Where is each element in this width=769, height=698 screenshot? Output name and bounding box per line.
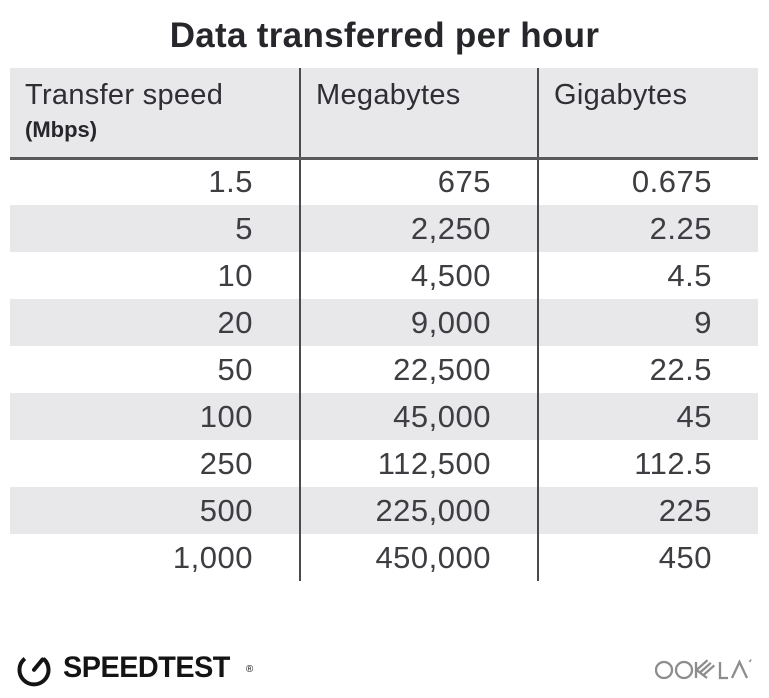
ookla-wordmark-icon [655,659,752,680]
cell-gigabytes: 112.5 [537,440,758,487]
table-row: 1,000 450,000 450 [10,534,758,581]
cell-transfer-speed: 5 [10,205,300,252]
cell-gigabytes: 4.5 [537,252,758,299]
col-header-label: Transfer speed [25,79,224,111]
cell-megabytes: 4,500 [299,252,538,299]
cell-transfer-speed: 1.5 [208,164,253,200]
cell-gigabytes: 0.675 [537,158,758,205]
ookla-logo: OOKLA [655,652,757,684]
cell-transfer-speed: 500 [10,487,300,534]
col-header-megabytes: Megabytes [299,68,538,160]
cell-megabytes: 112,500 [299,440,538,487]
cell-megabytes: 9,000 [299,299,538,346]
cell-transfer-speed: 250 [199,445,253,481]
cell-megabytes: 225,000 [299,487,538,534]
speedtest-gauge-icon [17,653,51,687]
cell-megabytes: 22,500 [299,346,538,393]
cell-gigabytes: 225 [537,487,758,534]
data-table: Transfer speed (Mbps) Megabytes Gigabyte… [10,68,758,581]
cell-transfer-speed: 50 [217,351,253,387]
col-header-gigabytes: Gigabytes [537,68,758,160]
cell-gigabytes: 9 [537,299,758,346]
table-row: 250 112,500 112.5 [10,440,758,487]
table-row: 20 9,000 9 [10,299,758,346]
col-header-label: Gigabytes [554,79,688,111]
speedtest-logo: SPEEDTEST ® [14,647,253,689]
col-header-label: Megabytes [316,79,461,111]
cell-transfer-speed: 10 [217,257,253,293]
cell-transfer-speed: 20 [10,299,300,346]
table-row: 50 22,500 22.5 [10,346,758,393]
speedtest-wordmark: SPEEDTEST [63,651,230,684]
col-header-unit: (Mbps) [25,117,98,142]
cell-gigabytes: 22.5 [537,346,758,393]
cell-megabytes: 45,000 [299,393,538,440]
registered-trademark-icon: ® [245,663,254,675]
cell-megabytes: 2,250 [299,205,538,252]
table-row: 5 2,250 2.25 [10,205,758,252]
table-row: 500 225,000 225 [10,487,758,534]
cell-megabytes: 450,000 [299,534,538,581]
cell-megabytes: 675 [299,158,538,205]
cell-transfer-speed: 1,000 [172,539,253,575]
table-row: 100 45,000 45 [10,393,758,440]
table-row: 10 4,500 4.5 [10,252,758,299]
table-header-row: Transfer speed (Mbps) Megabytes Gigabyte… [10,68,758,160]
cell-gigabytes: 450 [537,534,758,581]
cell-gigabytes: 45 [537,393,758,440]
page-title: Data transferred per hour [169,16,600,55]
cell-gigabytes: 2.25 [537,205,758,252]
footer: SPEEDTEST ® OOKLA [14,646,757,690]
col-header-transfer-speed: Transfer speed (Mbps) [10,68,300,160]
table-row: 1.5 675 0.675 [10,158,758,205]
cell-transfer-speed: 100 [10,393,300,440]
